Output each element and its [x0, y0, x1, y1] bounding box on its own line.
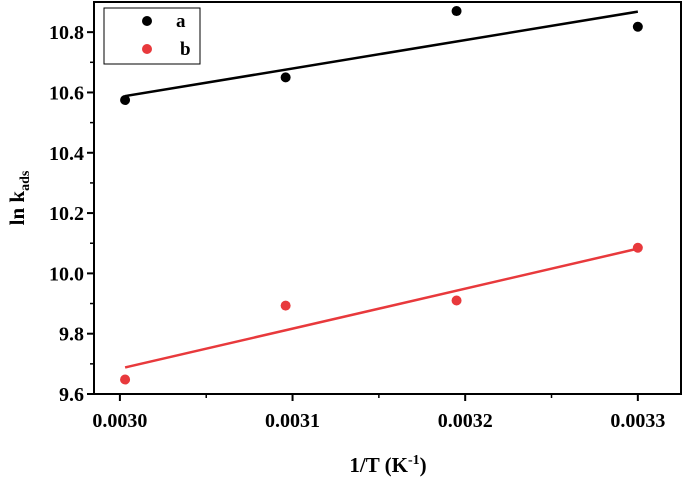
x-axis-title-main: 1/T (K — [349, 453, 408, 477]
x-tick-label: 0.0030 — [92, 410, 147, 432]
series-layer — [120, 6, 643, 385]
data-point-a — [632, 21, 643, 32]
legend-box — [103, 7, 201, 65]
x-axis-title-sup: -1 — [408, 453, 420, 468]
y-tick-label: 10.6 — [49, 82, 84, 104]
data-point-b — [451, 295, 462, 306]
y-axis-ticks: 9.6 9.8 10.0 10.2 10.4 10.6 10.8 — [49, 22, 94, 406]
legend-marker-a — [142, 16, 152, 26]
x-tick-label: 0.0033 — [610, 410, 665, 432]
data-point-b — [120, 374, 131, 385]
x-tick-label: 0.0031 — [265, 410, 320, 432]
x-axis-ticks: 0.0030 0.0031 0.0032 0.0033 — [92, 394, 665, 432]
y-tick-label: 10.8 — [49, 22, 84, 44]
y-tick-label: 10.4 — [49, 143, 84, 165]
x-axis-title-close: ) — [420, 453, 427, 477]
data-point-b — [280, 300, 291, 311]
legend: a b — [103, 7, 201, 65]
plot-frame — [93, 1, 682, 395]
x-axis-title: 1/T (K-1) — [349, 453, 426, 477]
y-tick-label: 10.0 — [49, 263, 84, 285]
y-axis-title: ln kads — [5, 170, 33, 225]
data-point-a — [451, 6, 462, 17]
fit-line-a — [124, 10, 639, 98]
data-point-a — [120, 95, 131, 105]
x-tick-label: 0.0032 — [438, 410, 493, 432]
data-point-a — [280, 72, 291, 83]
data-point-b — [632, 242, 643, 253]
y-tick-label: 9.6 — [59, 384, 84, 406]
y-axis-title-sub: ads — [18, 170, 33, 191]
y-tick-label: 9.8 — [59, 324, 84, 346]
y-axis-title-main: ln k — [5, 191, 29, 226]
y-tick-label: 10.2 — [49, 203, 84, 225]
legend-label-a: a — [176, 11, 186, 32]
fit-line-b — [124, 247, 639, 369]
legend-marker-b — [142, 44, 152, 54]
legend-label-b: b — [180, 39, 191, 60]
